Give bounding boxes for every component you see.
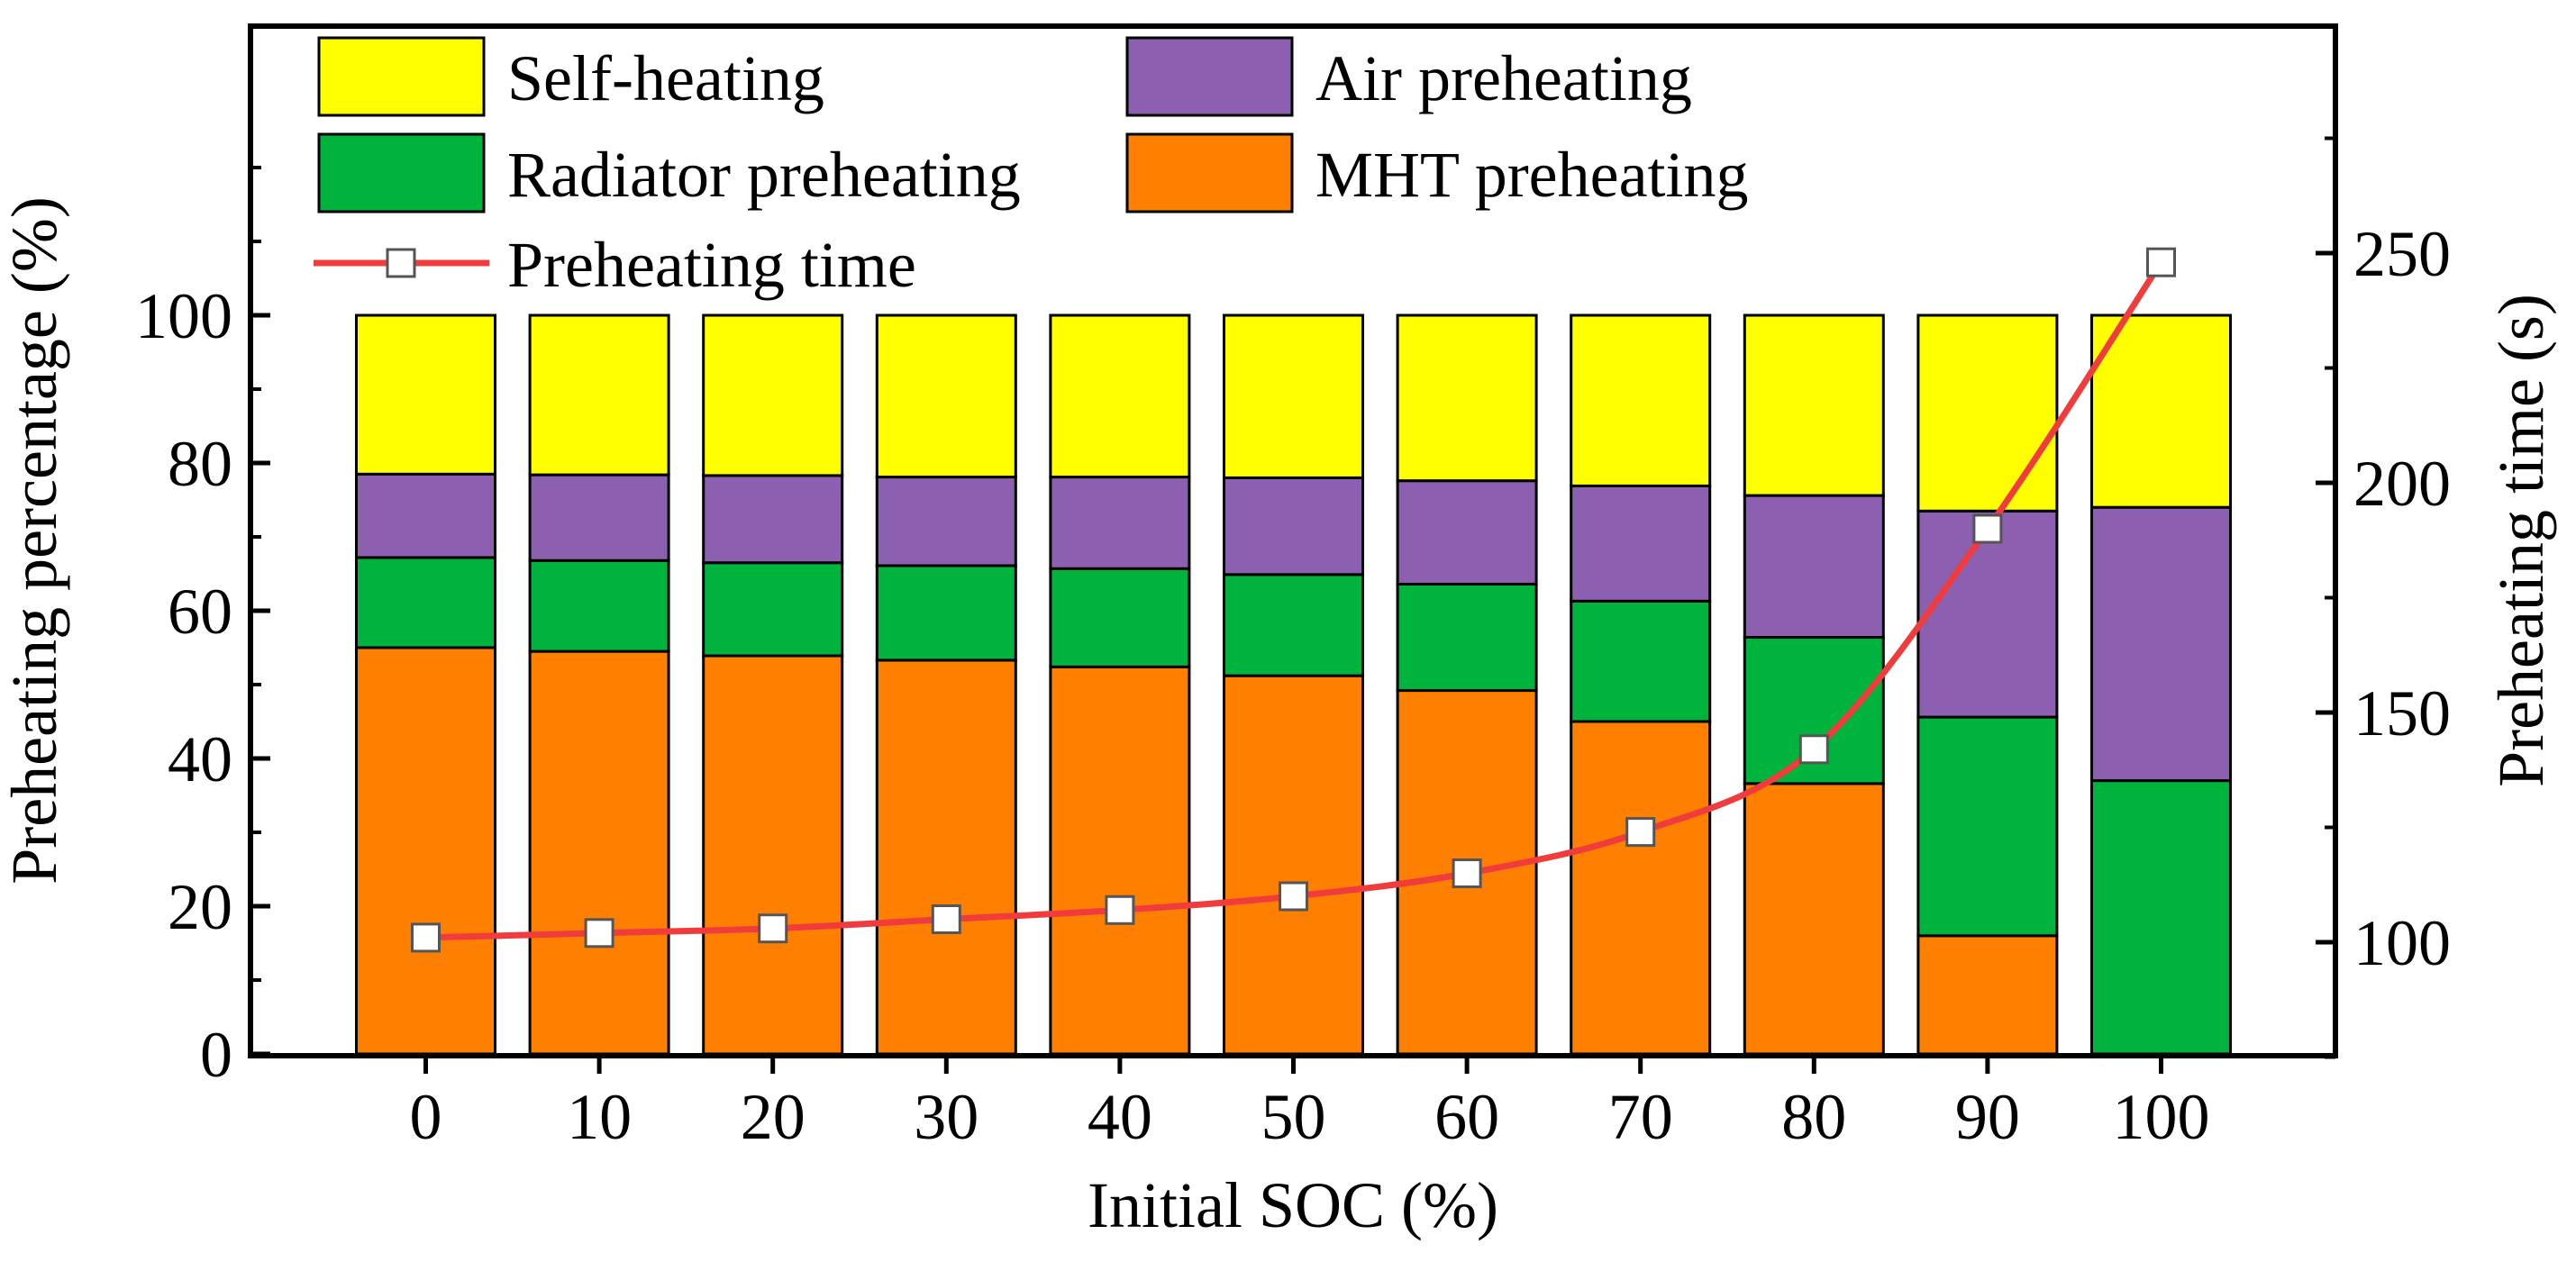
x-axis-tick-label-10: 10 [567,1081,632,1153]
bar-mht-preheating-20 [702,654,844,1056]
bar-mht-preheating-0 [355,646,496,1056]
y-axis-tick-label-20: 20 [168,871,232,943]
bar-air-preheating-60 [1396,479,1538,586]
bar-air-preheating-30 [875,476,1017,567]
bar-air-preheating-100 [2090,505,2232,783]
bar-air-preheating-50 [1223,476,1364,577]
bar-mht-preheating-70 [1570,720,1712,1056]
preheating-time-marker-10 [584,918,614,949]
bar-self-heating-80 [1743,313,1885,497]
bar-self-heating-0 [355,313,496,476]
y-axis-tick-label-80: 80 [168,428,232,500]
x-axis-tick-label-0: 0 [410,1081,442,1153]
preheating-time-line [425,260,2164,941]
x-axis-tick-label-60: 60 [1434,1081,1499,1153]
bar-air-preheating-40 [1049,476,1191,570]
preheating-time-marker-100 [2146,247,2176,277]
y-axis-tick-label-60: 60 [168,576,232,648]
preheating-time-marker-0 [411,922,441,953]
bar-mht-preheating-10 [528,649,670,1056]
legend-swatch-air-preheating [1125,36,1294,117]
axes-group: 0 20 40 60 80 100 100 150 200 250 0 10 20 30 40 50 60 70 8… [135,136,2451,1153]
bar-air-preheating-80 [1743,494,1885,640]
bar-self-heating-30 [875,313,1017,479]
preheating-time-marker-20 [758,913,788,944]
bar-radiator-preheating-10 [528,558,670,653]
bar-self-heating-40 [1049,313,1191,479]
legend-swatch-self-heating [317,36,486,117]
legend-label-mht-preheating: MHT preheating [1315,139,1749,211]
bar-radiator-preheating-40 [1049,567,1191,668]
bar-mht-preheating-80 [1743,782,1885,1056]
x-axis-tick-label-80: 80 [1781,1081,1846,1153]
x-axis-tick-label-30: 30 [914,1081,979,1153]
y2-axis-tick-label-100: 100 [2353,907,2451,979]
bar-radiator-preheating-20 [702,561,844,658]
y2-axis-tick-label-250: 250 [2353,218,2451,290]
legend-swatch-mht-preheating [1125,132,1294,213]
bar-radiator-preheating-50 [1223,573,1364,677]
y2-axis-title: Preheating time (s) [2485,294,2557,787]
bar-self-heating-50 [1223,313,1364,479]
bar-radiator-preheating-90 [1916,715,2059,938]
bar-mht-preheating-30 [875,658,1017,1056]
x-axis-tick-label-40: 40 [1088,1081,1152,1153]
bar-air-preheating-10 [528,473,670,562]
preheating-time-marker-50 [1279,881,1308,912]
preheating-time-line-group [411,247,2176,953]
bar-radiator-preheating-70 [1570,599,1712,723]
bar-radiator-preheating-30 [875,564,1017,662]
legend-label-radiator-preheating: Radiator preheating [507,139,1021,211]
x-axis-tick-label-20: 20 [741,1081,806,1153]
legend-swatch-radiator-preheating [317,132,486,213]
bar-air-preheating-70 [1570,484,1712,603]
preheating-time-marker-60 [1452,858,1482,888]
y2-axis-tick-label-200: 200 [2353,448,2451,520]
bar-mht-preheating-90 [1916,934,2059,1056]
bar-mht-preheating-50 [1223,674,1364,1056]
legend: Self-heating Air preheating Radiator pre… [314,36,1749,301]
preheating-time-marker-90 [1972,513,2003,544]
legend-label-self-heating: Self-heating [507,42,824,114]
bar-group [355,313,2232,1056]
bar-self-heating-100 [2090,313,2232,509]
bar-self-heating-60 [1396,313,1538,483]
bar-self-heating-20 [702,313,844,477]
bar-self-heating-70 [1570,313,1712,487]
x-axis-tick-label-50: 50 [1261,1081,1326,1153]
legend-label-preheating-time: Preheating time [507,229,916,301]
bar-self-heating-10 [528,313,670,477]
y-axis-title: Preheating percentage (%) [0,196,70,885]
y-axis-tick-label-40: 40 [168,723,232,795]
x-axis-title: Initial SOC (%) [1088,1169,1498,1241]
preheating-time-marker-40 [1105,894,1135,925]
bar-self-heating-90 [1916,313,2059,513]
preheating-time-marker-30 [931,904,961,934]
preheating-time-marker-80 [1798,734,1829,765]
bar-radiator-preheating-100 [2090,779,2232,1056]
bar-mht-preheating-40 [1049,665,1191,1056]
legend-marker-preheating-time [386,248,416,278]
x-axis-tick-label-100: 100 [2113,1081,2210,1153]
bar-air-preheating-20 [702,474,844,565]
preheating-time-marker-70 [1625,817,1656,848]
x-axis-tick-label-70: 70 [1608,1081,1673,1153]
x-axis-tick-label-90: 90 [1955,1081,2020,1153]
legend-label-air-preheating: Air preheating [1315,42,1692,114]
bar-radiator-preheating-60 [1396,582,1538,693]
bar-radiator-preheating-0 [355,556,496,649]
bar-air-preheating-0 [355,472,496,559]
y-axis-tick-label-100: 100 [135,280,232,352]
y2-axis-tick-label-150: 150 [2353,677,2451,749]
y-axis-tick-label-0: 0 [200,1019,232,1091]
